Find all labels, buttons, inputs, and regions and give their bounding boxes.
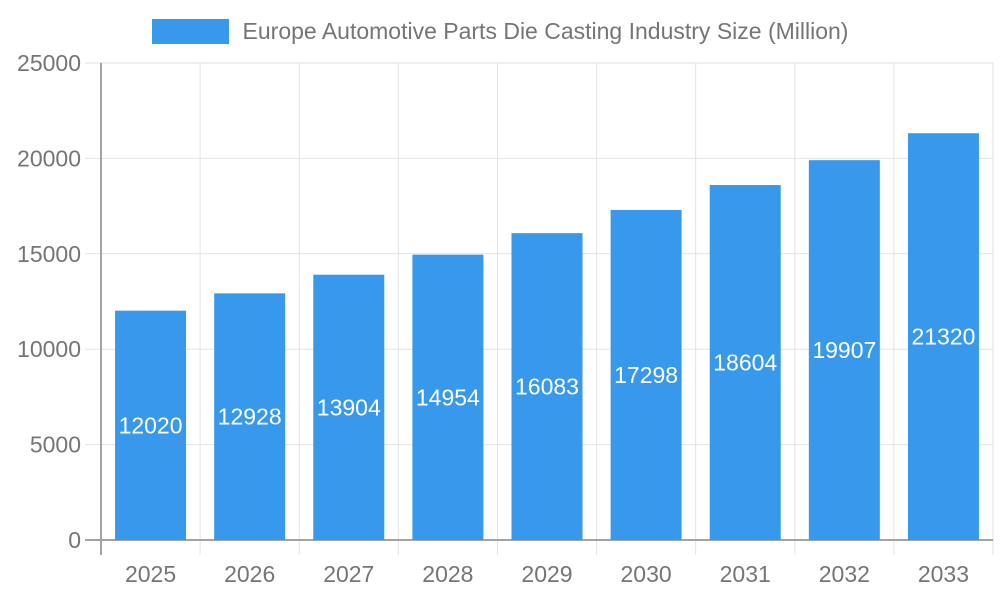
legend-item[interactable]: Europe Automotive Parts Die Casting Indu… — [0, 17, 1000, 45]
y-tick-label: 20000 — [17, 145, 81, 171]
x-tick-label: 2030 — [621, 561, 672, 587]
bar-value-label: 12928 — [218, 404, 282, 430]
bar-value-label: 21320 — [911, 324, 975, 350]
x-tick-label: 2027 — [323, 561, 374, 587]
bar-value-label: 13904 — [317, 394, 381, 420]
bar-2026 — [214, 293, 286, 540]
x-tick-label: 2025 — [125, 561, 176, 587]
y-tick-label: 10000 — [17, 336, 81, 362]
bar-value-label: 12020 — [119, 412, 183, 438]
x-tick-label: 2031 — [720, 561, 771, 587]
bar-value-label: 18604 — [713, 350, 777, 376]
legend-label: Europe Automotive Parts Die Casting Indu… — [242, 17, 849, 44]
y-axis-labels: 0 5000 10000 15000 20000 25000 — [17, 50, 81, 553]
bar-2029 — [511, 233, 583, 540]
y-tick-label: 15000 — [17, 241, 81, 267]
bar-2030 — [610, 209, 682, 540]
bar-2028 — [412, 254, 484, 540]
bar-2027 — [313, 274, 385, 540]
y-tick-label: 5000 — [30, 432, 81, 458]
x-tick-label: 2033 — [918, 561, 969, 587]
bar-2032 — [808, 160, 880, 540]
x-tick-label: 2026 — [224, 561, 275, 587]
x-tick-label: 2032 — [819, 561, 870, 587]
bars: 12020 12928 13904 14954 16083 17298 18604 19907… — [115, 133, 979, 540]
bar-value-label: 14954 — [416, 384, 480, 410]
y-tick-label: 0 — [68, 527, 81, 553]
bar-2033 — [907, 133, 979, 540]
x-axis-labels: 2025 2026 2027 2028 2029 2030 2031 2032 2033 — [125, 561, 969, 587]
bar-2031 — [709, 185, 781, 540]
legend-swatch — [151, 18, 229, 44]
bar-value-label: 17298 — [614, 362, 678, 388]
x-tick-label: 2028 — [422, 561, 473, 587]
x-tick-label: 2029 — [521, 561, 572, 587]
y-tick-label: 25000 — [17, 50, 81, 76]
bar-value-label: 19907 — [812, 337, 876, 363]
bar-2025 — [115, 310, 187, 540]
bar-value-label: 16083 — [515, 374, 579, 400]
